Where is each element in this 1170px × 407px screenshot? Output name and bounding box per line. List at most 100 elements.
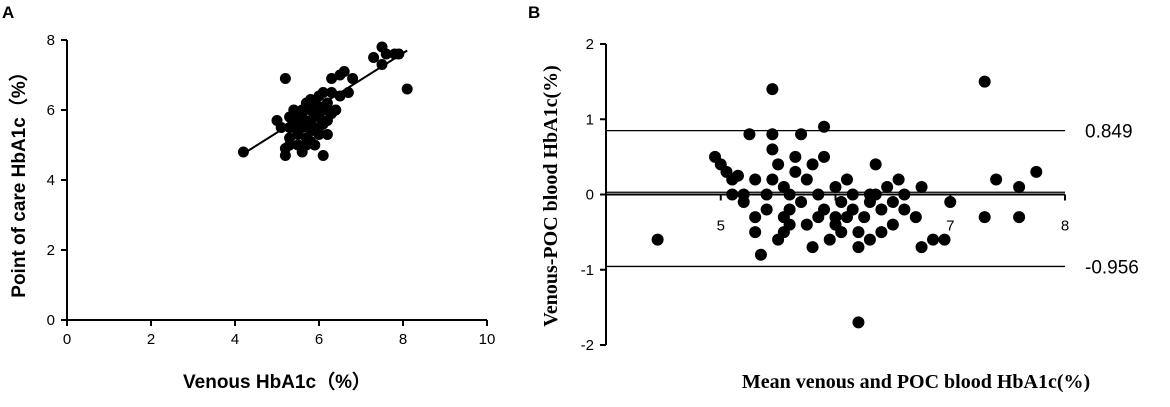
panel-a-y-tick-label: 8 bbox=[47, 32, 55, 49]
panel-b-point bbox=[1013, 211, 1026, 224]
panel-b-point bbox=[726, 188, 739, 201]
panel-b-point bbox=[812, 188, 825, 201]
panel-a-point bbox=[284, 139, 296, 151]
panel-a-point bbox=[326, 73, 338, 84]
panel-b-point bbox=[944, 196, 957, 209]
panel-b-point bbox=[651, 233, 664, 246]
panel-b-point bbox=[749, 226, 762, 239]
panel-b-point bbox=[898, 188, 911, 201]
panel-a-point bbox=[292, 139, 304, 151]
panel-b-point bbox=[783, 188, 796, 201]
panel-b-point bbox=[852, 241, 865, 254]
panel-b-point bbox=[909, 211, 922, 224]
panel-a-point bbox=[305, 136, 317, 147]
panel-b-point bbox=[858, 211, 871, 224]
panel-a-point bbox=[334, 90, 346, 102]
panel-b-y-tick-label: 2 bbox=[586, 36, 594, 53]
panel-b-point bbox=[818, 203, 831, 216]
panel-b-point bbox=[886, 218, 899, 231]
panel-b-y-tick-label: -1 bbox=[581, 262, 594, 279]
panel-a-x-tick-label: 4 bbox=[231, 331, 239, 348]
panel-a: A 0 2 4 6 8 10 0 2 4 6 8 Venous HbA1c（%） Point of … bbox=[2, 3, 495, 393]
panel-b-point bbox=[766, 128, 779, 141]
panel-b-label: B bbox=[528, 3, 540, 22]
panel-b-point bbox=[978, 75, 991, 88]
panel-b-reference-label: -0.956 bbox=[1085, 257, 1139, 278]
panel-a-point bbox=[284, 122, 296, 133]
panel-a-point bbox=[380, 48, 392, 60]
panel-a-point bbox=[401, 83, 413, 95]
panel-b-point bbox=[749, 173, 762, 186]
panel-b-y-axis-title: Venous-POC blood HbA1c(%) bbox=[540, 65, 562, 327]
panel-b-point bbox=[1013, 180, 1026, 193]
panel-b-point bbox=[766, 143, 779, 156]
panel-b-point bbox=[731, 169, 744, 182]
panel-b-point bbox=[818, 120, 831, 133]
panel-b-point bbox=[818, 150, 831, 163]
panel-b-point bbox=[990, 173, 1003, 186]
panel-b-point bbox=[846, 188, 859, 201]
panel-b-point bbox=[863, 188, 876, 201]
panel-b-point bbox=[846, 203, 859, 216]
panel-a-point bbox=[237, 146, 249, 158]
panel-b-axes: -2-101256780.849-0.956 bbox=[581, 36, 1139, 354]
panel-b-point bbox=[840, 173, 853, 186]
panel-b-point bbox=[915, 180, 928, 193]
panel-a-point bbox=[279, 73, 291, 84]
panel-a-point bbox=[326, 87, 338, 98]
panel-a-label: A bbox=[2, 3, 14, 22]
panel-b-point bbox=[737, 188, 750, 201]
panel-b-x-tick-label: 5 bbox=[717, 218, 725, 235]
panel-a-points bbox=[237, 41, 413, 161]
panel-a-x-tick-label: 6 bbox=[315, 331, 323, 348]
panel-b-point bbox=[760, 203, 773, 216]
panel-b-point bbox=[766, 173, 779, 186]
panel-b-point bbox=[783, 203, 796, 216]
panel-b-point bbox=[829, 180, 842, 193]
panel-a-point bbox=[317, 150, 329, 161]
panel-a-point bbox=[368, 52, 380, 63]
panel-b-point bbox=[886, 196, 899, 209]
panel-b-reference-label: 0.849 bbox=[1085, 122, 1133, 143]
panel-b-point bbox=[800, 218, 813, 231]
panel-b-x-axis-title: Mean venous and POC blood HbA1c(%) bbox=[742, 371, 1090, 393]
panel-b-point bbox=[783, 218, 796, 231]
panel-a-point bbox=[288, 108, 300, 119]
panel-a-x-tick-label: 8 bbox=[399, 331, 407, 348]
panel-b-x-tick-label: 8 bbox=[1061, 218, 1069, 235]
panel-b-point bbox=[892, 173, 905, 186]
panel-a-x-tick-label: 10 bbox=[479, 331, 496, 348]
panel-a-point bbox=[330, 104, 342, 116]
panel-b: B -2-101256780.849-0.956 Mean venous and… bbox=[528, 3, 1139, 393]
panel-a-point bbox=[338, 66, 350, 77]
panel-a-point bbox=[376, 59, 388, 70]
panel-a-y-tick-label: 2 bbox=[47, 242, 55, 259]
panel-b-point bbox=[835, 196, 848, 209]
panel-a-point bbox=[317, 87, 329, 98]
panel-a-x-axis-title: Venous HbA1c（%） bbox=[183, 370, 371, 393]
panel-b-point bbox=[938, 233, 951, 246]
panel-b-point bbox=[915, 241, 928, 254]
panel-a-point bbox=[342, 87, 354, 98]
panel-b-point bbox=[800, 173, 813, 186]
panel-b-point bbox=[898, 203, 911, 216]
panel-a-y-tick-label: 4 bbox=[47, 172, 55, 189]
panel-b-point bbox=[789, 150, 802, 163]
panel-b-point bbox=[875, 203, 888, 216]
panel-b-point bbox=[743, 128, 756, 141]
panel-b-point bbox=[978, 211, 991, 224]
panel-a-point bbox=[393, 48, 405, 60]
panel-b-y-tick-label: 1 bbox=[586, 111, 594, 128]
panel-b-point bbox=[835, 226, 848, 239]
panel-a-point bbox=[275, 122, 287, 133]
panel-b-point bbox=[927, 233, 940, 246]
panel-a-y-tick-label: 0 bbox=[47, 312, 55, 329]
panel-a-y-tick-label: 6 bbox=[47, 102, 55, 119]
panel-b-point bbox=[749, 211, 762, 224]
panel-b-y-tick-label: -2 bbox=[581, 337, 594, 354]
panel-b-point bbox=[795, 196, 808, 209]
panel-b-point bbox=[852, 226, 865, 239]
panel-b-point bbox=[754, 248, 767, 261]
panel-a-axes: 0 2 4 6 8 10 0 2 4 6 8 bbox=[47, 32, 496, 348]
